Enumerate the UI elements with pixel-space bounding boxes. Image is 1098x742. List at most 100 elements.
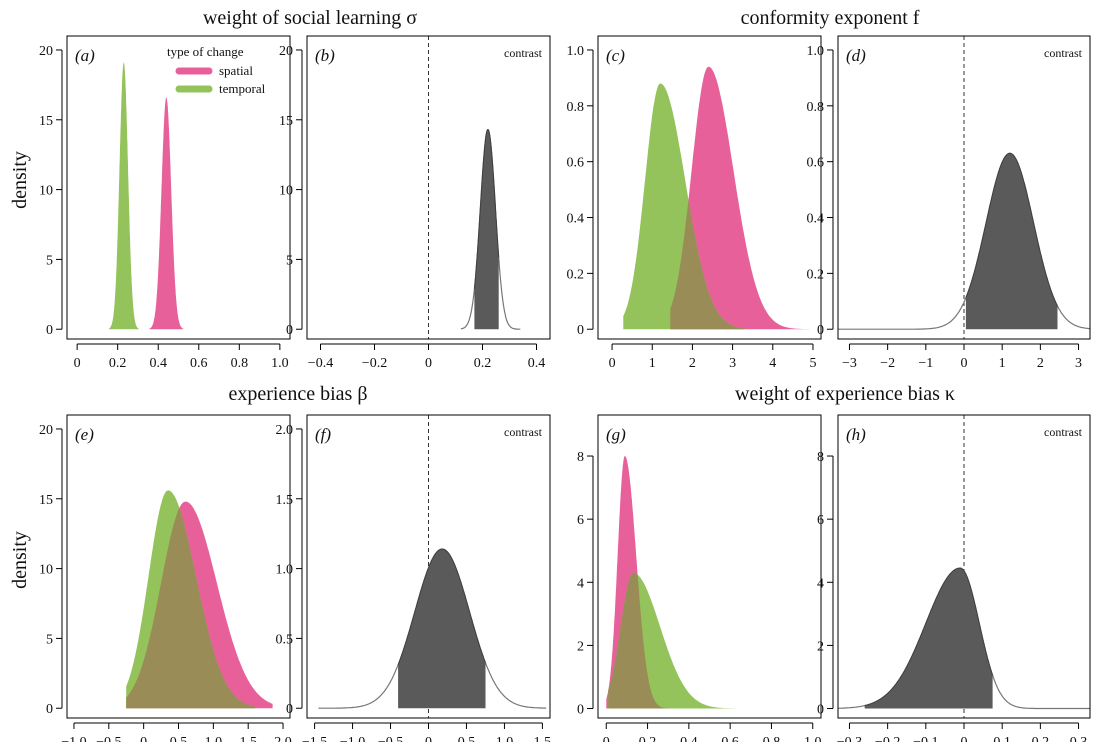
y-tick-label-d: 0.8 bbox=[807, 100, 825, 115]
y-tick-label-e: 10 bbox=[39, 563, 53, 578]
x-tick-label-h: −0.1 bbox=[913, 735, 938, 742]
contrast-interval-d bbox=[965, 153, 1058, 330]
y-tick-label-a: 5 bbox=[46, 253, 53, 268]
frame-h bbox=[837, 414, 1091, 719]
plot-area-a bbox=[108, 62, 184, 330]
x-tick-label-g: 0 bbox=[603, 735, 610, 742]
plot-area-d bbox=[838, 36, 1090, 339]
x-tick-label-a: 0 bbox=[74, 356, 81, 371]
y-tick-label-c: 1.0 bbox=[567, 44, 585, 59]
panel-tag-e: (e) bbox=[75, 425, 94, 444]
y-tick-label-d: 0 bbox=[817, 323, 824, 338]
frame-c bbox=[597, 35, 822, 340]
x-tick-label-b: −0.4 bbox=[308, 356, 333, 371]
x-tick-label-b: 0 bbox=[425, 356, 432, 371]
x-tick-label-f: 1.0 bbox=[496, 735, 514, 742]
panel-tag-a: (a) bbox=[75, 46, 95, 65]
x-tick-label-c: 0 bbox=[609, 356, 616, 371]
x-tick-label-f: −1.5 bbox=[302, 735, 327, 742]
y-axis-label-top: density bbox=[9, 151, 31, 209]
x-tick-label-h: −0.2 bbox=[875, 735, 900, 742]
panel-d: −3 −2 −1 0 1 2 3 0 0.2 0.4 0.6 0.8 1.0 (d) contrast bbox=[807, 35, 1091, 371]
title-sigma: weight of social learning σ bbox=[203, 7, 417, 29]
frame-e bbox=[66, 414, 291, 719]
x-tick-label-c: 1 bbox=[649, 356, 656, 371]
panel-tag-h: (h) bbox=[846, 425, 866, 444]
x-tick-label-h: 0 bbox=[961, 735, 968, 742]
y-tick-label-f: 1.5 bbox=[276, 493, 294, 508]
panel-tag-g: (g) bbox=[606, 425, 626, 444]
x-tick-label-e: −1.0 bbox=[61, 735, 86, 742]
x-tick-label-h: 0.3 bbox=[1070, 735, 1088, 742]
y-tick-label-f: 1.0 bbox=[276, 563, 294, 578]
x-tick-label-a: 0.8 bbox=[231, 356, 249, 371]
contrast-interval-f bbox=[398, 549, 486, 709]
frame-b bbox=[306, 35, 551, 340]
y-tick-label-h: 0 bbox=[817, 703, 824, 718]
plot-area-g bbox=[606, 456, 768, 709]
x-tick-label-e: 1.0 bbox=[205, 735, 223, 742]
x-tick-label-g: 0.6 bbox=[721, 735, 739, 742]
frame-d bbox=[837, 35, 1091, 340]
y-tick-label-b: 20 bbox=[279, 44, 293, 59]
y-tick-label-d: 1.0 bbox=[807, 44, 825, 59]
density-temporal-a bbox=[108, 62, 139, 330]
x-tick-label-f: 0 bbox=[425, 735, 432, 742]
title-f: conformity exponent f bbox=[741, 7, 920, 29]
x-tick-label-d: −3 bbox=[842, 356, 857, 371]
density-spatial-a bbox=[149, 97, 184, 330]
x-tick-label-b: 0.2 bbox=[474, 356, 492, 371]
legend-title: type of change bbox=[167, 44, 244, 59]
x-tick-label-a: 0.4 bbox=[149, 356, 167, 371]
x-tick-label-d: −1 bbox=[918, 356, 933, 371]
panel-h: −0.3 −0.2 −0.1 0 0.1 0.2 0.3 0 2 4 6 8 (h) contrast bbox=[817, 414, 1091, 742]
contrast-interval-b bbox=[474, 129, 499, 330]
x-tick-label-e: 0 bbox=[140, 735, 147, 742]
y-tick-label-c: 0.4 bbox=[567, 212, 585, 227]
panel-c: 0 1 2 3 4 5 0 0.2 0.4 0.6 0.8 1.0 (c) bbox=[567, 35, 822, 371]
y-tick-label-c: 0.6 bbox=[567, 156, 585, 171]
y-tick-label-h: 2 bbox=[817, 639, 824, 654]
y-axis-label-bottom: density bbox=[9, 531, 31, 589]
y-tick-label-b: 0 bbox=[286, 323, 293, 338]
x-tick-label-d: 1 bbox=[999, 356, 1006, 371]
x-tick-label-e: 2.0 bbox=[274, 735, 292, 742]
y-tick-label-e: 0 bbox=[46, 702, 53, 717]
panel-tag-d: (d) bbox=[846, 46, 866, 65]
y-tick-label-c: 0.8 bbox=[567, 100, 585, 115]
y-tick-label-b: 5 bbox=[286, 253, 293, 268]
panel-g: 0 0.2 0.4 0.6 0.8 1.0 0 2 4 6 8 (g) bbox=[577, 414, 822, 742]
x-tick-label-e: 0.5 bbox=[170, 735, 188, 742]
panel-b: −0.4 −0.2 0 0.2 0.4 0 5 10 15 20 (b) contrast bbox=[279, 35, 551, 371]
x-tick-label-c: 4 bbox=[769, 356, 776, 371]
x-tick-label-h: 0.2 bbox=[1032, 735, 1050, 742]
y-tick-label-a: 20 bbox=[39, 44, 53, 59]
x-tick-label-g: 1.0 bbox=[804, 735, 822, 742]
plot-area-e bbox=[126, 490, 273, 709]
legend-label-temporal: temporal bbox=[219, 81, 266, 96]
x-tick-label-d: 2 bbox=[1037, 356, 1044, 371]
y-tick-label-d: 0.4 bbox=[807, 212, 825, 227]
y-tick-label-c: 0 bbox=[577, 323, 584, 338]
x-tick-label-a: 0.6 bbox=[190, 356, 208, 371]
density-overlap-e bbox=[126, 507, 256, 709]
contrast-outline-f bbox=[397, 548, 486, 665]
x-tick-label-b: 0.4 bbox=[528, 356, 546, 371]
title-kappa: weight of experience bias κ bbox=[735, 383, 955, 405]
x-tick-label-d: 0 bbox=[961, 356, 968, 371]
title-beta: experience bias β bbox=[229, 383, 368, 405]
y-tick-label-d: 0.2 bbox=[807, 267, 825, 282]
y-tick-label-h: 8 bbox=[817, 450, 824, 465]
x-tick-label-b: −0.2 bbox=[362, 356, 387, 371]
panel-tag-b: (b) bbox=[315, 46, 335, 65]
x-tick-label-g: 0.4 bbox=[680, 735, 698, 742]
x-tick-label-h: 0.1 bbox=[993, 735, 1011, 742]
x-tick-label-c: 3 bbox=[729, 356, 736, 371]
x-tick-label-f: 0.5 bbox=[458, 735, 476, 742]
y-tick-label-g: 8 bbox=[577, 450, 584, 465]
panel-e: −1.0 −0.5 0 0.5 1.0 1.5 2.0 0 5 10 15 20 (e) bbox=[39, 414, 292, 742]
x-tick-label-h: −0.3 bbox=[837, 735, 862, 742]
y-tick-label-c: 0.2 bbox=[567, 267, 585, 282]
x-tick-label-g: 0.8 bbox=[763, 735, 781, 742]
x-tick-label-e: −0.5 bbox=[96, 735, 121, 742]
